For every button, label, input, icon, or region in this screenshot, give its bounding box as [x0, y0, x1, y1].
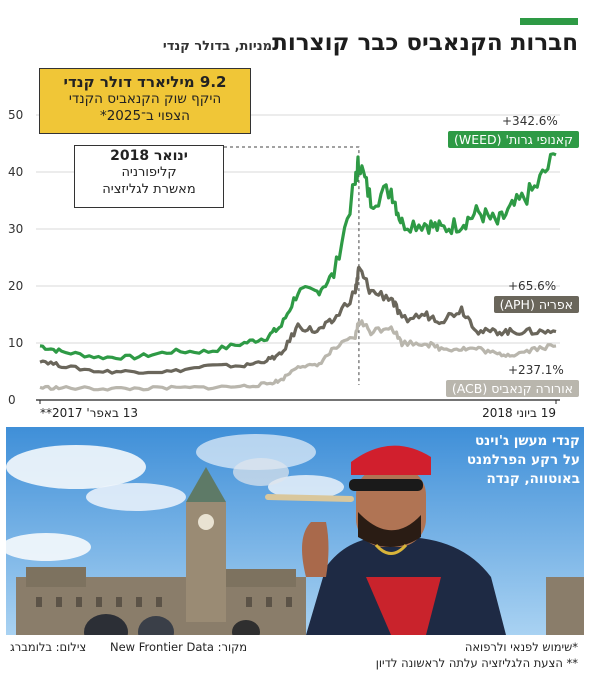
aph-label: אפריה (APH)	[493, 296, 579, 313]
weed-change: +342.6%	[502, 114, 558, 128]
market-size-value: 9.2 מיליארד דולר קנדי	[63, 73, 227, 91]
photo-parliament-smoker	[6, 427, 584, 635]
january-event-place: קליפורניה	[121, 165, 177, 180]
page-subtitle: מניות, בדולר קנדי	[162, 39, 272, 54]
y-tick-label: 50	[8, 108, 23, 122]
market-size-note: הצפוי ב־2025*	[99, 108, 191, 124]
y-tick-label: 30	[8, 222, 23, 236]
y-tick-label: 10	[8, 336, 23, 350]
photo-caption-line1: קנדי מעשן ג'וינט	[474, 433, 580, 449]
series-line-weed	[39, 152, 557, 361]
y-tick-label: 20	[8, 279, 23, 293]
photo-caption-line3: באוטווה, קנדה	[486, 471, 580, 487]
series-line-aph	[39, 265, 557, 375]
accent-bar	[520, 18, 578, 25]
series-line-acb	[39, 319, 557, 392]
y-tick-label: 0	[8, 393, 16, 407]
x-tick-label: 13 באפר' 2017**	[40, 406, 138, 420]
acb-change: +237.1%	[508, 363, 564, 377]
photo-caption: קנדי מעשן ג'וינט על רקע הפרלמנט באוטווה,…	[467, 432, 580, 489]
january-marker	[224, 146, 360, 385]
source: מקור: New Frontier Data	[110, 640, 248, 654]
aph-change: +65.6%	[508, 279, 557, 293]
january-event-box: ינואר 2018 קליפורניה מאשרת לגליזציה	[74, 145, 224, 208]
x-tick-label: 19 ביוני 2018	[482, 406, 556, 420]
photo-credit: צילום: בלומברג	[10, 640, 87, 654]
market-size-box: 9.2 מיליארד דולר קנדי היקף שוק הקנאביס ה…	[39, 68, 251, 134]
photo-caption-line2: על רקע הפרלמנט	[466, 452, 580, 468]
weed-label: קאנופי גרות' (WEED)	[448, 131, 579, 148]
footnote-2: ** הצעת הלגליזציה עלתה לראשונה לדיון	[375, 656, 578, 670]
page-title: חברות הקנאביס כבר קוצרות	[272, 30, 578, 56]
footnote-1: *שימוש לפנאי ולרפואה	[464, 640, 578, 654]
acb-label: אורורה קנאביס (ACB)	[445, 380, 579, 397]
january-event-date: ינואר 2018	[110, 148, 188, 164]
january-event-desc: מאשרת לגליזציה	[102, 182, 196, 197]
market-size-desc: היקף שוק הקנאביס הקנדי	[68, 91, 222, 107]
y-tick-label: 40	[8, 165, 23, 179]
